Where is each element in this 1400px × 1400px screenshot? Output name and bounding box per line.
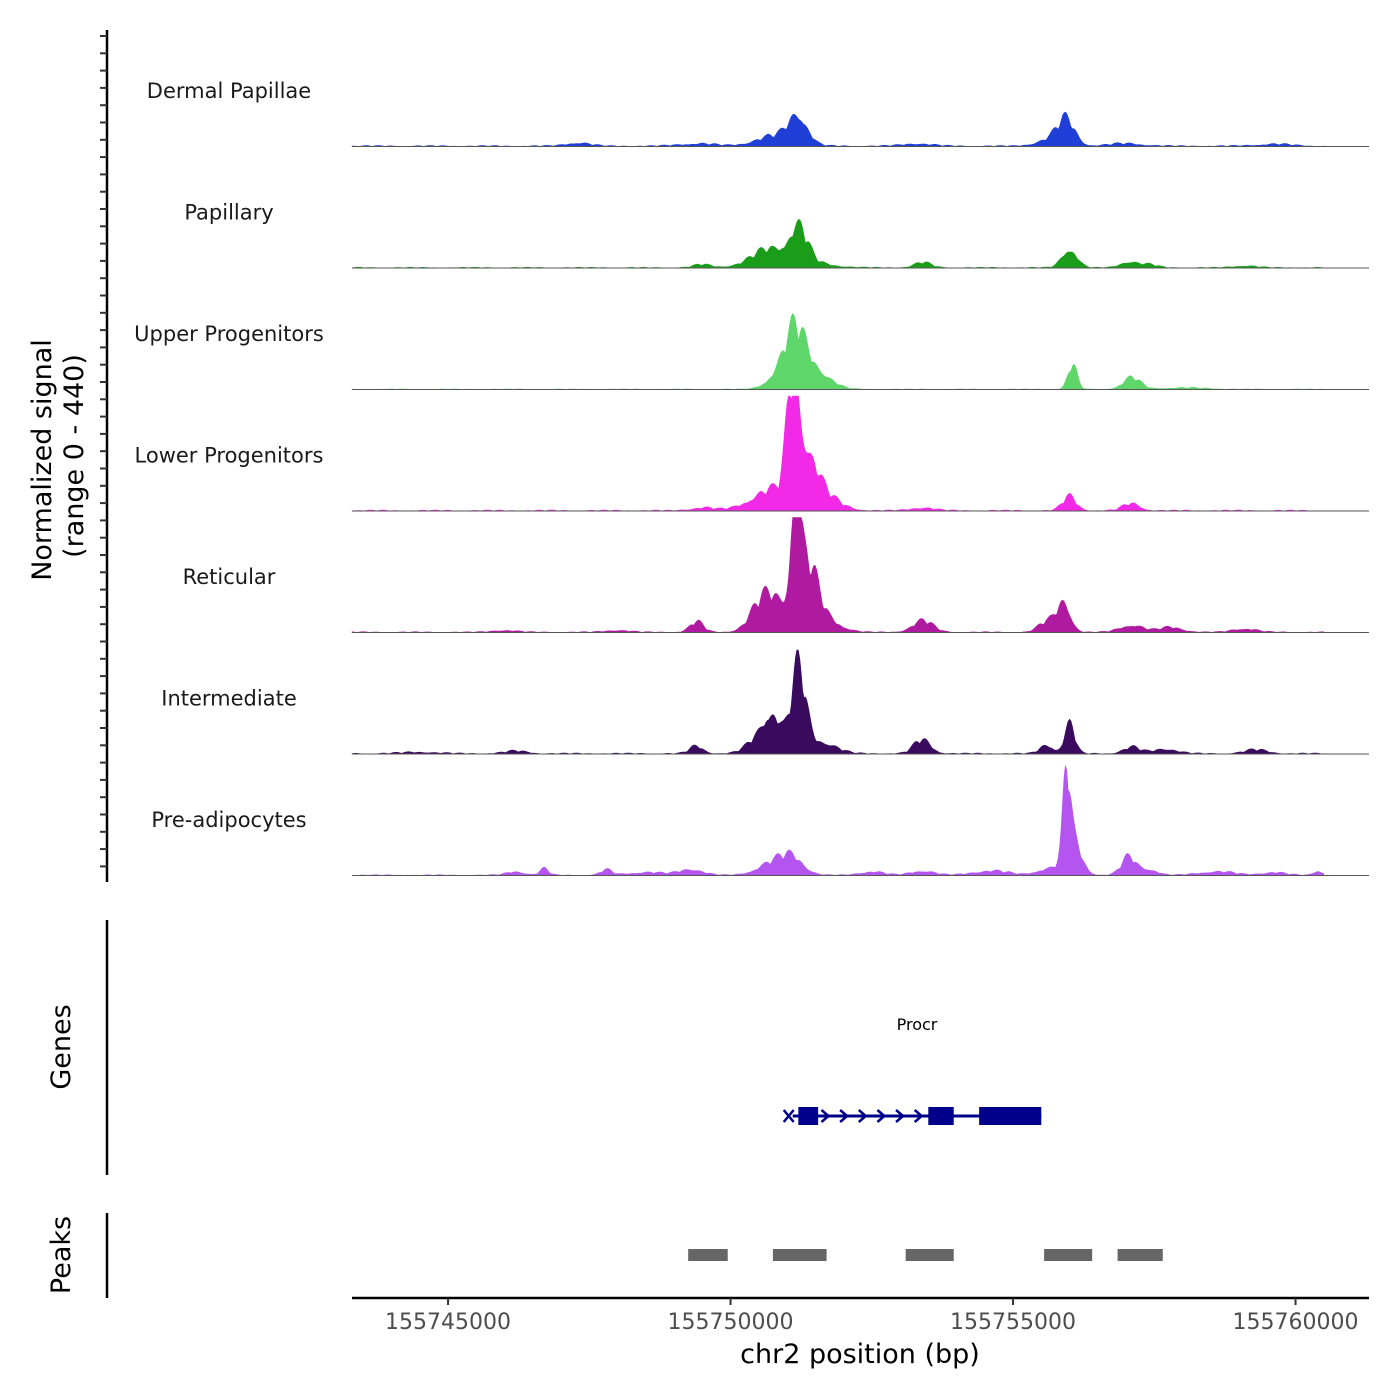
peak-region — [772, 1249, 827, 1261]
strand-arrow — [876, 1109, 887, 1123]
peak-region — [1117, 1249, 1163, 1261]
signal-y-axis-ticks — [100, 35, 107, 868]
track-label: Reticular — [183, 565, 276, 589]
signal-area — [351, 765, 1325, 876]
peak-region — [688, 1249, 728, 1261]
strand-arrow — [913, 1109, 924, 1123]
signal-area — [351, 649, 1325, 755]
signal-tracks: Dermal Papillae Papillary Upper Progenitor… — [134, 79, 1369, 876]
genes-track-label: Genes — [46, 1004, 77, 1089]
signal-track: Reticular — [183, 517, 1369, 633]
signal-track: Intermediate — [161, 649, 1369, 755]
signal-track: Dermal Papillae — [147, 79, 1369, 147]
x-tick-label: 155750000 — [668, 1310, 794, 1335]
x-tick-label: 155745000 — [385, 1310, 511, 1335]
gene-model: Procr — [782, 1015, 1042, 1125]
signal-area — [351, 395, 1325, 512]
signal-area — [351, 219, 1324, 269]
track-label: Upper Progenitors — [134, 322, 324, 346]
signal-area — [351, 517, 1325, 633]
strand-arrow — [820, 1109, 831, 1123]
signal-y-axis-range: (range 0 - 440) — [59, 354, 90, 558]
x-axis-ticks: 155745000 155750000 155755000 155760000 — [385, 1298, 1359, 1335]
track-label: Papillary — [184, 201, 273, 225]
genes-track: Procr — [782, 1015, 1042, 1125]
signal-area — [351, 111, 1325, 147]
gene-label: Procr — [897, 1015, 938, 1034]
signal-track: Pre-adipocytes — [151, 765, 1369, 876]
signal-area — [351, 313, 1325, 390]
x-tick-label: 155760000 — [1233, 1310, 1359, 1335]
gene-exon — [979, 1107, 1042, 1125]
x-tick-label: 155755000 — [950, 1310, 1076, 1335]
strand-arrow — [857, 1109, 868, 1123]
signal-y-axis-title: Normalized signal — [27, 339, 58, 581]
track-label: Dermal Papillae — [147, 79, 311, 103]
peak-region — [1044, 1249, 1093, 1261]
peak-region — [905, 1249, 954, 1261]
gene-start-marker — [782, 1109, 795, 1123]
signal-track: Lower Progenitors — [135, 395, 1369, 512]
track-label: Lower Progenitors — [135, 444, 324, 468]
signal-track: Upper Progenitors — [134, 313, 1369, 390]
track-label: Intermediate — [161, 687, 297, 711]
track-label: Pre-adipocytes — [151, 808, 306, 832]
strand-arrow — [895, 1109, 905, 1123]
x-axis-title: chr2 position (bp) — [740, 1339, 980, 1370]
gene-exon — [798, 1107, 819, 1125]
signal-track: Papillary — [184, 201, 1369, 269]
strand-arrow — [839, 1109, 850, 1123]
peaks-track — [688, 1249, 1163, 1261]
peaks-track-label: Peaks — [46, 1216, 77, 1294]
gene-exon — [928, 1107, 954, 1125]
